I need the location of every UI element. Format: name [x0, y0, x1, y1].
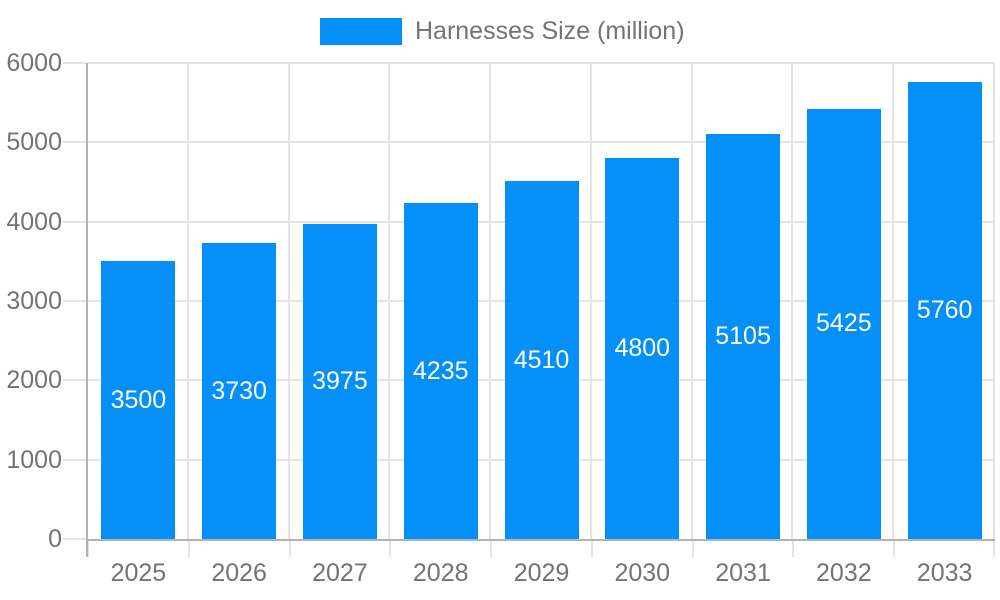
y-gridline: [88, 62, 995, 64]
bar-2025[interactable]: 3500: [101, 261, 176, 539]
y-tick-mark: [63, 379, 86, 382]
x-tick-mark: [389, 541, 392, 557]
y-axis-line: [86, 63, 88, 557]
x-gridline: [791, 63, 794, 539]
bar-2027[interactable]: 3975: [302, 223, 377, 539]
x-tick-mark: [87, 541, 89, 557]
y-axis-tick-label: 3000: [6, 287, 62, 315]
x-tick-mark: [288, 541, 291, 557]
y-axis-tick-label: 0: [48, 525, 62, 553]
bar-2033[interactable]: 5760: [907, 82, 982, 539]
bar-2030[interactable]: 4800: [605, 158, 680, 539]
y-tick-mark: [63, 538, 86, 540]
y-tick-mark: [63, 458, 86, 461]
x-gridline: [287, 63, 290, 539]
y-axis-tick-label: 4000: [6, 207, 62, 236]
x-axis-tick-label: 2025: [110, 559, 167, 587]
x-gridline: [690, 63, 693, 539]
x-gridline: [993, 63, 995, 539]
x-tick-mark: [590, 541, 593, 557]
legend-label: Harnesses Size (million): [415, 17, 685, 45]
bar-value-label: 5760: [916, 296, 973, 324]
y-tick-mark: [63, 220, 86, 223]
x-gridline: [388, 63, 391, 539]
x-axis-tick-label: 2026: [211, 559, 267, 587]
bar-value-label: 4510: [513, 345, 570, 374]
x-gridline: [892, 63, 895, 539]
bar-value-label: 3500: [110, 385, 167, 414]
x-gridline: [589, 63, 592, 539]
bar-value-label: 5425: [816, 309, 872, 338]
x-gridline: [186, 63, 189, 539]
bar-value-label: 4800: [614, 334, 671, 363]
x-axis-tick-label: 2027: [312, 559, 368, 587]
y-axis-tick-label: 2000: [6, 366, 62, 395]
bar-value-label: 5105: [715, 321, 771, 350]
bar-value-label: 4235: [412, 356, 469, 385]
x-axis-tick-label: 2033: [916, 559, 973, 587]
bar-value-label: 3730: [211, 376, 267, 405]
x-gridline: [489, 63, 492, 539]
x-tick-mark: [993, 541, 995, 557]
bar-2029[interactable]: 4510: [504, 181, 579, 539]
x-axis-tick-label: 2029: [513, 559, 570, 587]
bar-2031[interactable]: 5105: [706, 134, 781, 539]
y-axis-tick-label: 6000: [6, 49, 62, 77]
y-axis-tick-label: 1000: [6, 445, 62, 474]
bar-2028[interactable]: 4235: [403, 203, 478, 539]
y-tick-mark: [63, 141, 86, 144]
x-tick-mark: [792, 541, 795, 557]
x-tick-mark: [893, 541, 896, 557]
legend[interactable]: Harnesses Size (million): [320, 18, 685, 45]
bar-2032[interactable]: 5425: [806, 108, 881, 539]
y-tick-mark: [63, 62, 86, 64]
y-tick-mark: [63, 300, 86, 302]
x-axis-tick-label: 2031: [715, 559, 771, 587]
y-axis-tick-label: 5000: [6, 128, 62, 157]
x-tick-mark: [691, 541, 694, 557]
x-axis-tick-label: 2028: [412, 559, 469, 587]
x-axis-tick-label: 2030: [614, 559, 671, 587]
y-gridline: [88, 141, 995, 144]
x-axis-tick-label: 2032: [816, 559, 872, 587]
x-tick-mark: [187, 541, 190, 557]
bar-value-label: 3975: [312, 366, 368, 395]
x-tick-mark: [490, 541, 493, 557]
legend-swatch: [320, 18, 402, 45]
bar-2026[interactable]: 3730: [202, 243, 277, 539]
x-axis-line: [86, 539, 995, 541]
